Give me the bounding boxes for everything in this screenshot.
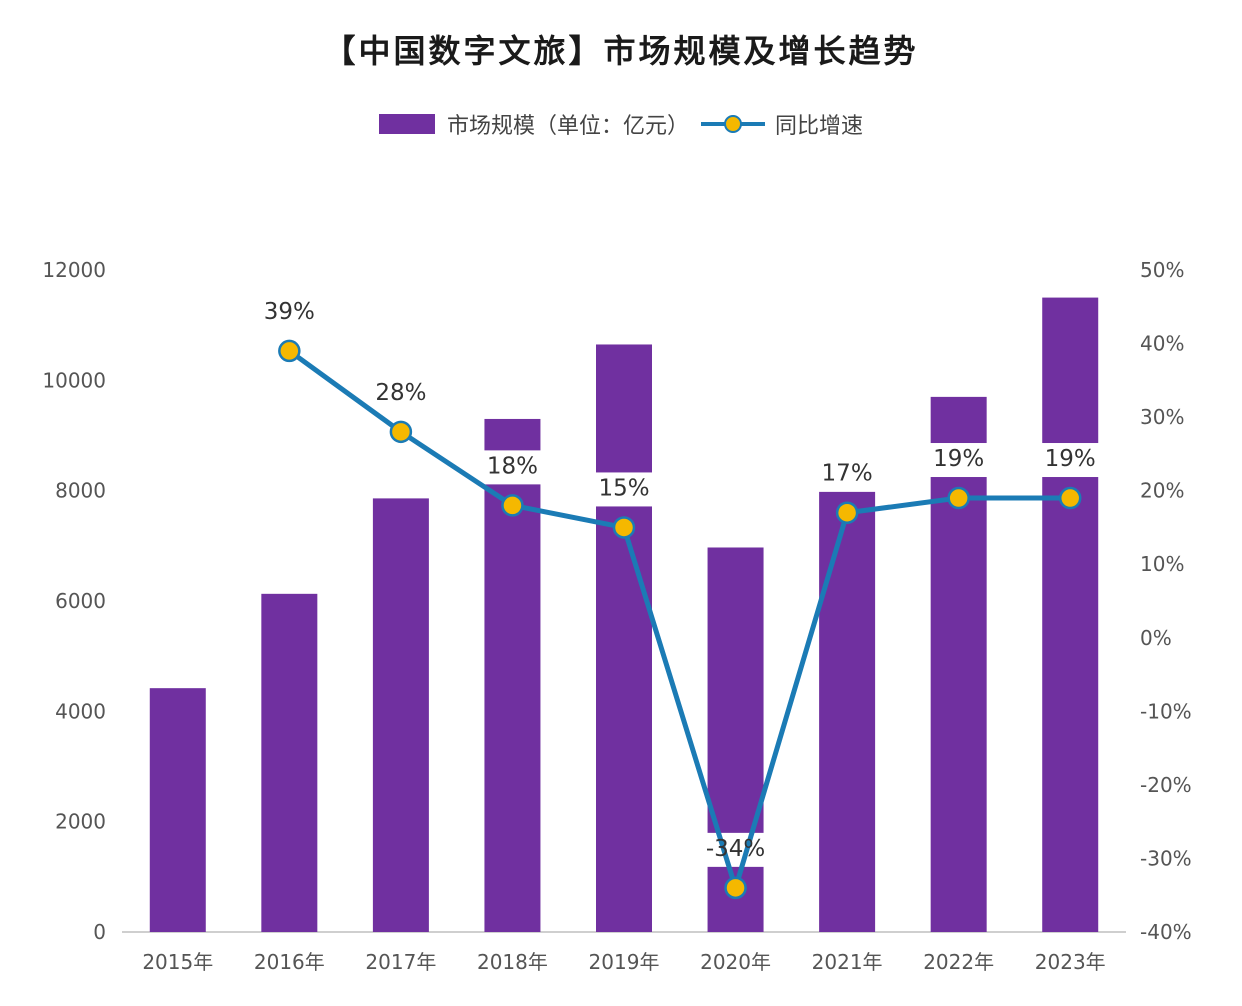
legend-bar-swatch bbox=[378, 114, 435, 134]
data-label-bg bbox=[1036, 443, 1105, 478]
growth-point bbox=[612, 516, 636, 539]
legend-line-swatch bbox=[701, 112, 765, 136]
bar bbox=[261, 593, 318, 932]
x-tick-label: 2023年 bbox=[1035, 950, 1106, 974]
legend-item-growth: 同比增速 bbox=[701, 108, 863, 140]
x-tick-label: 2021年 bbox=[812, 950, 883, 974]
growth-point bbox=[1058, 486, 1082, 510]
x-tick-label: 2019年 bbox=[589, 950, 660, 974]
y-right-tick-label: 20% bbox=[1140, 479, 1184, 503]
data-label: 28% bbox=[375, 380, 426, 406]
data-label-bg bbox=[813, 457, 882, 492]
bar bbox=[596, 344, 652, 933]
x-tick-label: 2017年 bbox=[365, 950, 436, 974]
data-label: 15% bbox=[598, 475, 649, 501]
growth-point bbox=[835, 501, 859, 524]
data-label: -34% bbox=[706, 836, 765, 862]
data-label-bg bbox=[924, 443, 993, 478]
y-right-tick-label: -10% bbox=[1140, 699, 1192, 723]
bar bbox=[1042, 297, 1099, 932]
growth-point bbox=[389, 420, 413, 444]
bar bbox=[149, 688, 206, 932]
y-left-tick-label: 0 bbox=[93, 920, 106, 944]
y-right-tick-label: 0% bbox=[1140, 626, 1172, 650]
x-tick-label: 2016年 bbox=[254, 950, 325, 974]
chart-title: 【中国数字文旅】市场规模及增长趋势 bbox=[323, 32, 919, 70]
y-right-tick-label: -40% bbox=[1140, 920, 1192, 944]
y-left-tick-label: 6000 bbox=[55, 589, 106, 613]
growth-point bbox=[947, 486, 970, 510]
data-label: 19% bbox=[1045, 446, 1096, 472]
growth-line bbox=[287, 348, 1071, 891]
data-label-bg bbox=[590, 472, 658, 507]
legend-bar-label: 市场规模（单位：亿元） bbox=[446, 114, 689, 139]
data-label: 17% bbox=[822, 461, 873, 487]
y-left-tick-label: 2000 bbox=[55, 810, 106, 834]
x-tick-label: 2018年 bbox=[477, 950, 548, 974]
legend-item-market-size: 市场规模（单位：亿元） bbox=[378, 108, 689, 140]
data-label: 19% bbox=[933, 446, 984, 472]
y-left-tick-label: 12000 bbox=[42, 258, 106, 282]
y-right-tick-label: 50% bbox=[1140, 258, 1184, 282]
x-tick-label: 2020年 bbox=[700, 950, 771, 974]
bar bbox=[707, 547, 764, 932]
x-tick-label: 2022年 bbox=[923, 950, 994, 974]
y-left-tick-label: 10000 bbox=[42, 368, 106, 392]
data-label-bg bbox=[366, 376, 435, 411]
data-label-bg bbox=[478, 450, 547, 485]
growth-point bbox=[501, 494, 524, 517]
x-tick-label: 2015年 bbox=[142, 950, 213, 974]
legend-line-label: 同比增速 bbox=[775, 114, 864, 139]
data-label-bg bbox=[255, 295, 324, 330]
legend: 市场规模（单位：亿元） 同比增速 bbox=[0, 108, 1242, 140]
growth-point bbox=[724, 876, 747, 900]
bar bbox=[930, 396, 987, 933]
y-right-tick-label: 10% bbox=[1140, 552, 1184, 576]
y-right-tick-label: 40% bbox=[1140, 332, 1184, 356]
bar bbox=[372, 498, 429, 932]
data-label: 18% bbox=[487, 453, 538, 479]
growth-point bbox=[278, 339, 301, 363]
bar bbox=[819, 491, 876, 932]
y-left-tick-label: 4000 bbox=[55, 699, 106, 723]
y-right-tick-label: -20% bbox=[1140, 773, 1192, 797]
y-left-tick-label: 8000 bbox=[55, 479, 106, 503]
data-label-bg bbox=[701, 832, 770, 867]
y-right-tick-label: -30% bbox=[1140, 846, 1192, 870]
y-right-tick-label: 30% bbox=[1140, 405, 1184, 429]
data-label: 39% bbox=[264, 299, 315, 325]
